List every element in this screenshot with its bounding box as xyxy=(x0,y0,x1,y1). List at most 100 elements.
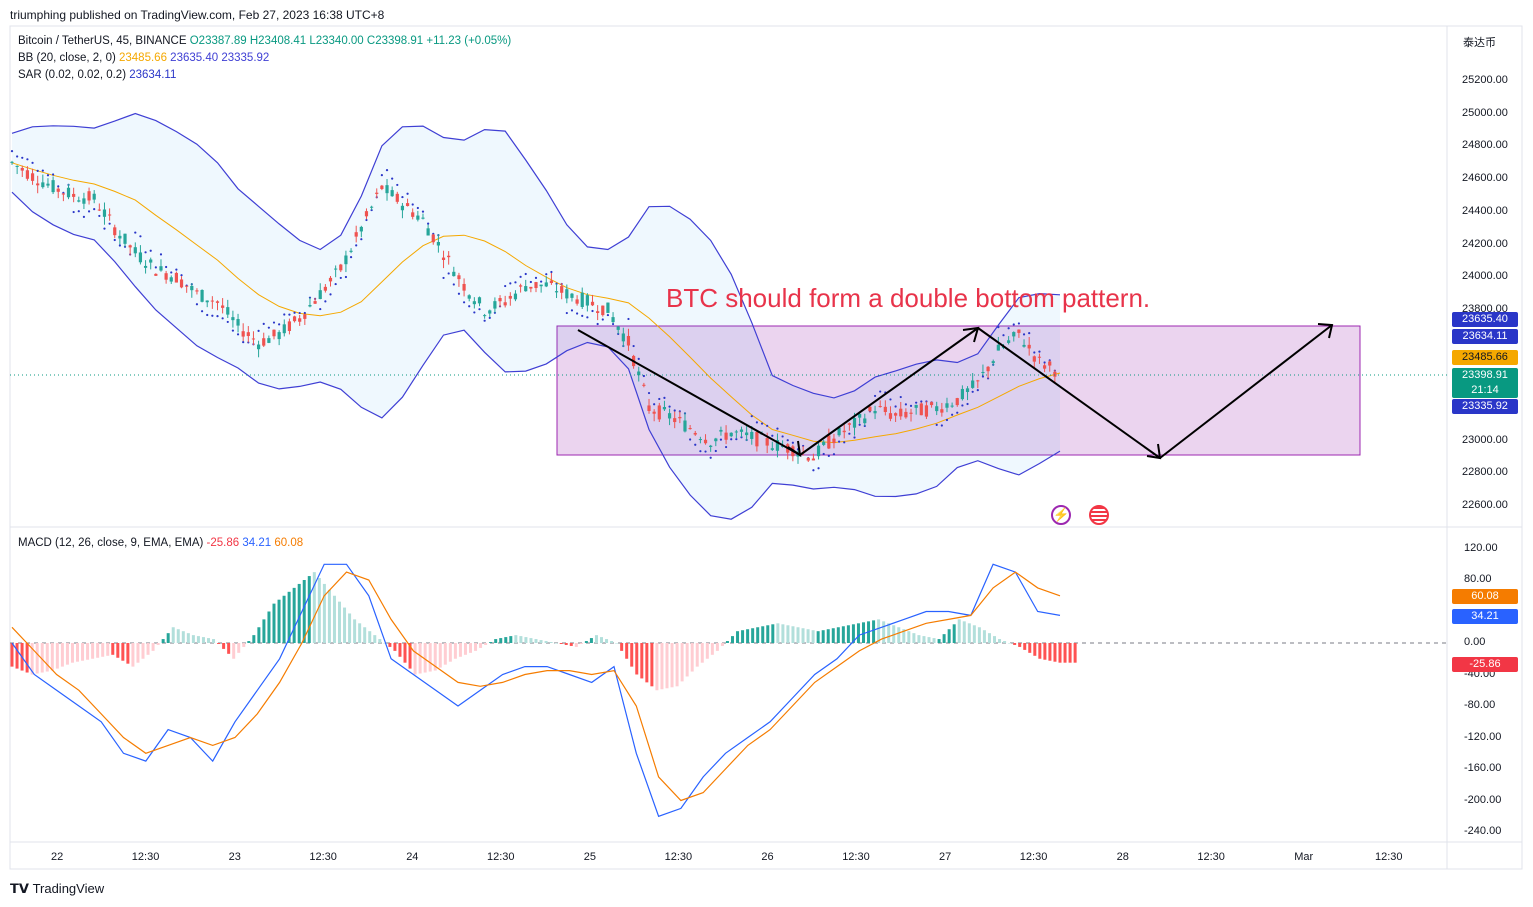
macd-legend[interactable]: MACD (12, 26, close, 9, EMA, EMA) -25.86… xyxy=(18,537,303,549)
candle-body xyxy=(606,302,610,313)
macd-bar xyxy=(317,578,321,643)
candle-body xyxy=(375,192,379,194)
candle-body xyxy=(688,428,692,430)
macd-bar xyxy=(816,631,820,643)
sar-dot xyxy=(267,326,270,329)
sar-dot xyxy=(57,185,60,188)
macd-bar xyxy=(625,643,629,659)
sar-dot xyxy=(10,150,14,153)
sar-dot xyxy=(591,309,594,313)
sar-dot xyxy=(447,272,450,275)
macd-bar xyxy=(479,643,483,648)
candle-body xyxy=(642,384,646,386)
sar-dot xyxy=(319,307,322,311)
sar-dot xyxy=(730,438,733,441)
candle-body xyxy=(657,405,661,420)
candle-body xyxy=(714,438,718,442)
bb-basis-line xyxy=(11,162,1061,444)
macd-bar xyxy=(297,583,301,643)
time-tick: 25 xyxy=(583,851,597,863)
candle-body xyxy=(303,314,307,319)
candle-body xyxy=(863,418,867,424)
candle-body xyxy=(143,265,148,268)
candle-body xyxy=(323,286,327,291)
macd-bar xyxy=(353,619,357,643)
macd-line xyxy=(11,563,1061,818)
candle-body xyxy=(652,411,656,414)
symbol-legend[interactable]: Bitcoin / TetherUS, 45, BINANCE O23387.8… xyxy=(18,35,511,47)
time-tick: 12:30 xyxy=(1019,851,1048,863)
macd-bar xyxy=(640,643,644,679)
sar-dot xyxy=(550,270,553,274)
macd-bar xyxy=(1013,643,1017,645)
macd-bar xyxy=(584,641,588,643)
macd-bar xyxy=(922,636,926,643)
sar-dot xyxy=(288,313,291,316)
macd-bar xyxy=(1003,641,1007,643)
macd-bar xyxy=(841,626,845,643)
lightning-event-icon[interactable]: ⚡ xyxy=(1051,505,1071,525)
candle-body xyxy=(339,264,343,271)
price-tag: 23635.40 xyxy=(1452,312,1518,327)
macd-bar xyxy=(746,629,750,643)
candle-body xyxy=(662,407,667,410)
sar-dot xyxy=(581,314,584,317)
sar-dot xyxy=(149,249,152,252)
sar-dot xyxy=(565,311,568,315)
macd-bar xyxy=(96,643,100,658)
macd-bar xyxy=(947,629,951,643)
sar-dot xyxy=(1007,327,1010,330)
tradingview-logo[interactable]: 𝗧𝗩 TradingView xyxy=(10,881,104,897)
sar-legend[interactable]: SAR (0.02, 0.02, 0.2) 23634.11 xyxy=(18,69,176,81)
sar-dot xyxy=(206,313,209,317)
sar-dot xyxy=(87,210,91,213)
macd-bar xyxy=(851,624,855,643)
candle-body xyxy=(770,448,774,450)
sar-dot xyxy=(611,322,615,326)
candle-body xyxy=(837,427,841,436)
sar-dot xyxy=(113,238,116,242)
macd-bar xyxy=(524,637,528,643)
candle-body xyxy=(503,302,507,306)
macd-bar xyxy=(292,587,296,643)
macd-bar xyxy=(690,643,694,672)
candle-body xyxy=(965,388,970,393)
candle-body xyxy=(431,234,435,243)
time-tick: 12:30 xyxy=(842,851,870,863)
arrow-leg-2 xyxy=(799,327,979,456)
sar-dot xyxy=(935,423,938,426)
candle-body xyxy=(575,299,579,304)
candle-body xyxy=(138,252,143,263)
candle-body xyxy=(894,413,898,416)
macd-bar xyxy=(776,623,780,643)
macd-bar xyxy=(393,643,397,651)
candle-body xyxy=(20,167,24,171)
candle-body xyxy=(719,429,723,432)
macd-bar xyxy=(383,643,387,644)
sar-dot xyxy=(704,450,707,453)
us-flag-event-icon[interactable] xyxy=(1089,505,1109,525)
candle-body xyxy=(195,290,199,292)
sar-dot xyxy=(226,320,229,324)
candle-body xyxy=(436,241,440,246)
sar-dot xyxy=(293,311,296,314)
price-tag-value: 23335.92 xyxy=(1462,400,1508,412)
sar-dot xyxy=(51,173,55,176)
candle-body xyxy=(940,409,944,413)
sar-dot xyxy=(108,222,111,225)
macd-bar xyxy=(993,636,996,643)
macd-bar xyxy=(650,643,654,687)
sar-dot xyxy=(791,441,794,444)
range-box xyxy=(556,325,1361,456)
candle-body xyxy=(174,272,178,283)
macd-bar xyxy=(227,643,231,654)
bb-legend[interactable]: BB (20, close, 2, 0) 23485.66 23635.40 2… xyxy=(18,52,269,64)
candle-body xyxy=(765,438,769,446)
macd-bar xyxy=(902,629,906,643)
macd-bar xyxy=(927,637,931,643)
price-tick: 24200.00 xyxy=(1462,237,1508,250)
candle-body xyxy=(678,416,682,419)
sar-dot xyxy=(93,207,96,211)
candle-body xyxy=(370,206,374,208)
